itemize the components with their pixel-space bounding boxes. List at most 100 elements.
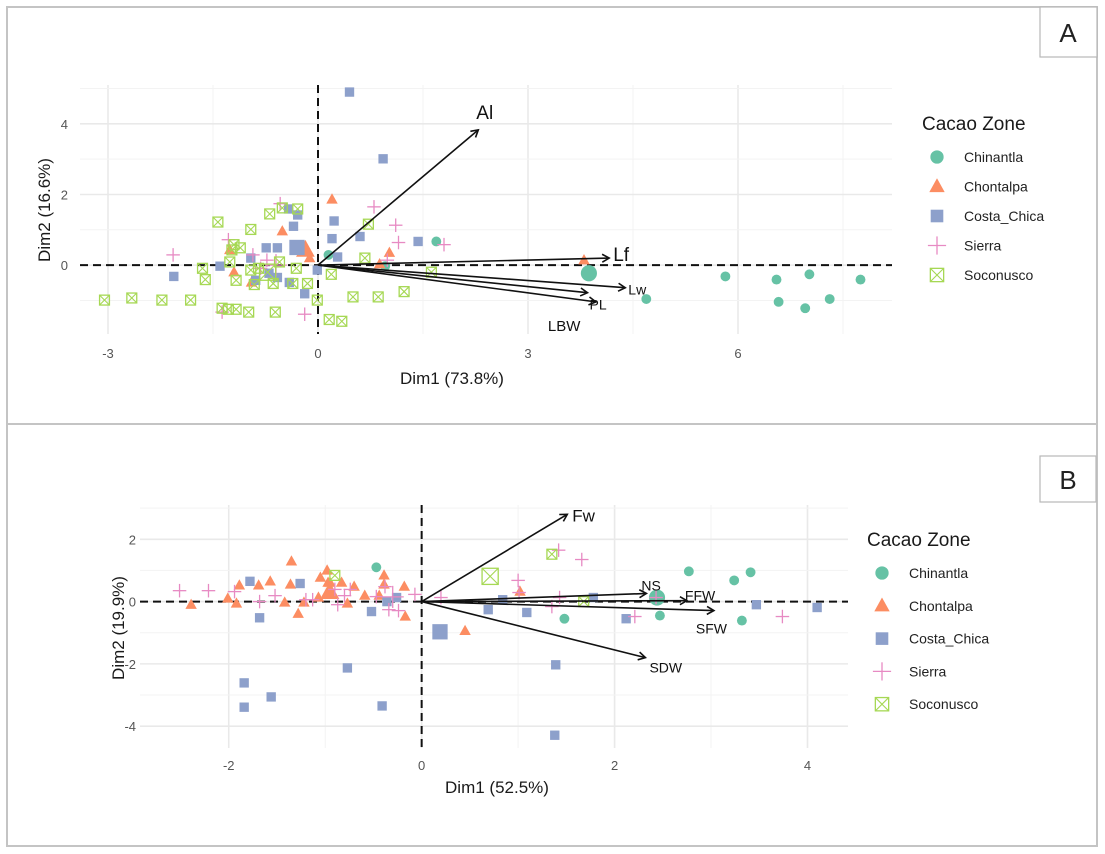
loading-label-lf: Lf (613, 245, 630, 266)
data-point-chontalpa (284, 578, 297, 589)
data-point-sierra (512, 585, 526, 600)
data-point-chontalpa (228, 266, 240, 277)
data-point-costa-chica (812, 602, 822, 613)
data-point-sierra (649, 590, 663, 605)
data-point-chontalpa (298, 596, 310, 607)
legend-label: Soconusco (909, 696, 978, 712)
legend-item-costa-chica: Costa_Chica (875, 631, 989, 647)
data-point-sierra (201, 583, 216, 598)
data-point-soconusco (230, 303, 242, 315)
data-point-costa-chica (215, 261, 225, 271)
legend-item-sierra: Sierra (927, 236, 1002, 255)
legend-key-square (930, 209, 944, 223)
data-point-soconusco (546, 548, 558, 560)
legend-item-chinantla: Chinantla (875, 565, 968, 581)
data-point-costa-chica (295, 578, 305, 589)
loading-label-sfw: SFW (696, 621, 728, 637)
loading-label-lw: Lw (628, 282, 647, 298)
data-point-sierra (545, 599, 559, 614)
data-point-soconusco (156, 294, 168, 306)
data-point-chinantla (800, 303, 811, 314)
data-point-soconusco (126, 292, 138, 304)
loading-label-ns: NS (641, 577, 660, 593)
data-point-chontalpa (398, 580, 411, 591)
data-point-costa-chica (378, 154, 388, 164)
panel-a-points (98, 87, 866, 327)
panel-b-letter-box (1039, 455, 1097, 503)
x-tick-label: 3 (524, 346, 531, 361)
data-point-soconusco (362, 218, 374, 230)
data-point-costa-chica (329, 216, 339, 226)
loading-arrow-fw (421, 513, 569, 603)
data-point-chinantla (855, 274, 866, 285)
data-point-chontalpa (383, 246, 396, 257)
centroid-sierra (381, 585, 404, 608)
legend-label: Costa_Chica (964, 208, 1044, 224)
data-point-soconusco (264, 208, 276, 220)
legend-item-chinantla: Chinantla (930, 149, 1023, 165)
data-point-sierra (775, 609, 790, 624)
data-point-chinantla (641, 294, 652, 304)
data-point-costa-chica (169, 271, 179, 282)
loading-label-ffw: FFW (685, 588, 716, 604)
legend-item-soconusco: Soconusco (874, 696, 978, 712)
data-point-costa-chica (588, 592, 599, 603)
data-point-chontalpa (233, 579, 246, 590)
data-point-sierra (343, 582, 358, 597)
data-point-soconusco (325, 268, 337, 280)
data-point-chinantla (431, 236, 442, 247)
data-point-costa-chica (284, 277, 294, 288)
data-point-soconusco (311, 294, 323, 306)
data-point-sierra (369, 589, 384, 604)
data-point-sierra (437, 237, 451, 252)
data-point-costa-chica (483, 604, 493, 615)
data-point-chontalpa (230, 597, 243, 608)
panel-a-letter-box (1039, 6, 1098, 58)
data-point-chontalpa (378, 569, 390, 580)
legend-item-chontalpa: Chontalpa (874, 597, 973, 614)
loading-arrow-sfw (421, 600, 716, 616)
data-point-chinantla (371, 562, 382, 573)
legend-label: Chontalpa (964, 179, 1028, 195)
data-point-chontalpa (326, 193, 338, 204)
data-point-costa-chica (266, 692, 276, 702)
data-point-costa-chica (300, 289, 310, 299)
loading-arrow-ffw (421, 595, 689, 606)
x-tick-label: 6 (734, 346, 741, 361)
panel-a-arrows: Al Lf Lw PL LBW (317, 103, 647, 335)
legend-key-square-cross (929, 267, 945, 283)
data-point-costa-chica (342, 663, 353, 673)
y-tick-label: 4 (61, 117, 68, 132)
data-point-sierra (273, 196, 287, 211)
data-point-chontalpa (285, 555, 298, 566)
legend-item-costa-chica: Costa_Chica (930, 208, 1044, 224)
legend-key-triangle (929, 178, 945, 193)
panel-b-legend: Cacao Zone Chinantla Chontalpa Costa_Chica S… (867, 530, 989, 712)
data-point-costa-chica (332, 252, 343, 262)
legend-key-circle (930, 150, 944, 164)
data-point-soconusco (347, 291, 359, 303)
data-point-chontalpa (324, 576, 336, 587)
loading-label-pl: PL (590, 297, 607, 313)
data-point-chinantla (804, 269, 815, 280)
panel-b-x-axis-title: Dim1 (52.5%) (445, 778, 549, 797)
loading-arrow-pl (317, 264, 590, 297)
legend-label: Soconusco (964, 267, 1033, 283)
data-point-costa-chica (413, 236, 423, 247)
legend-title: Cacao Zone (867, 530, 971, 551)
data-point-soconusco (359, 252, 371, 264)
x-tick-label: 0 (314, 346, 321, 361)
data-point-chinantla (654, 610, 665, 621)
legend-item-chontalpa: Chontalpa (929, 178, 1028, 195)
data-point-chinantla (559, 613, 570, 624)
data-point-soconusco (292, 203, 304, 215)
data-point-soconusco (398, 286, 410, 298)
data-point-chontalpa (321, 564, 333, 575)
data-point-chontalpa (335, 576, 348, 587)
data-point-chinantla (729, 575, 740, 586)
data-point-chinantla (824, 294, 835, 304)
legend-label: Sierra (909, 663, 947, 679)
centroid-chinantla (580, 265, 597, 282)
data-point-chontalpa (303, 251, 316, 263)
